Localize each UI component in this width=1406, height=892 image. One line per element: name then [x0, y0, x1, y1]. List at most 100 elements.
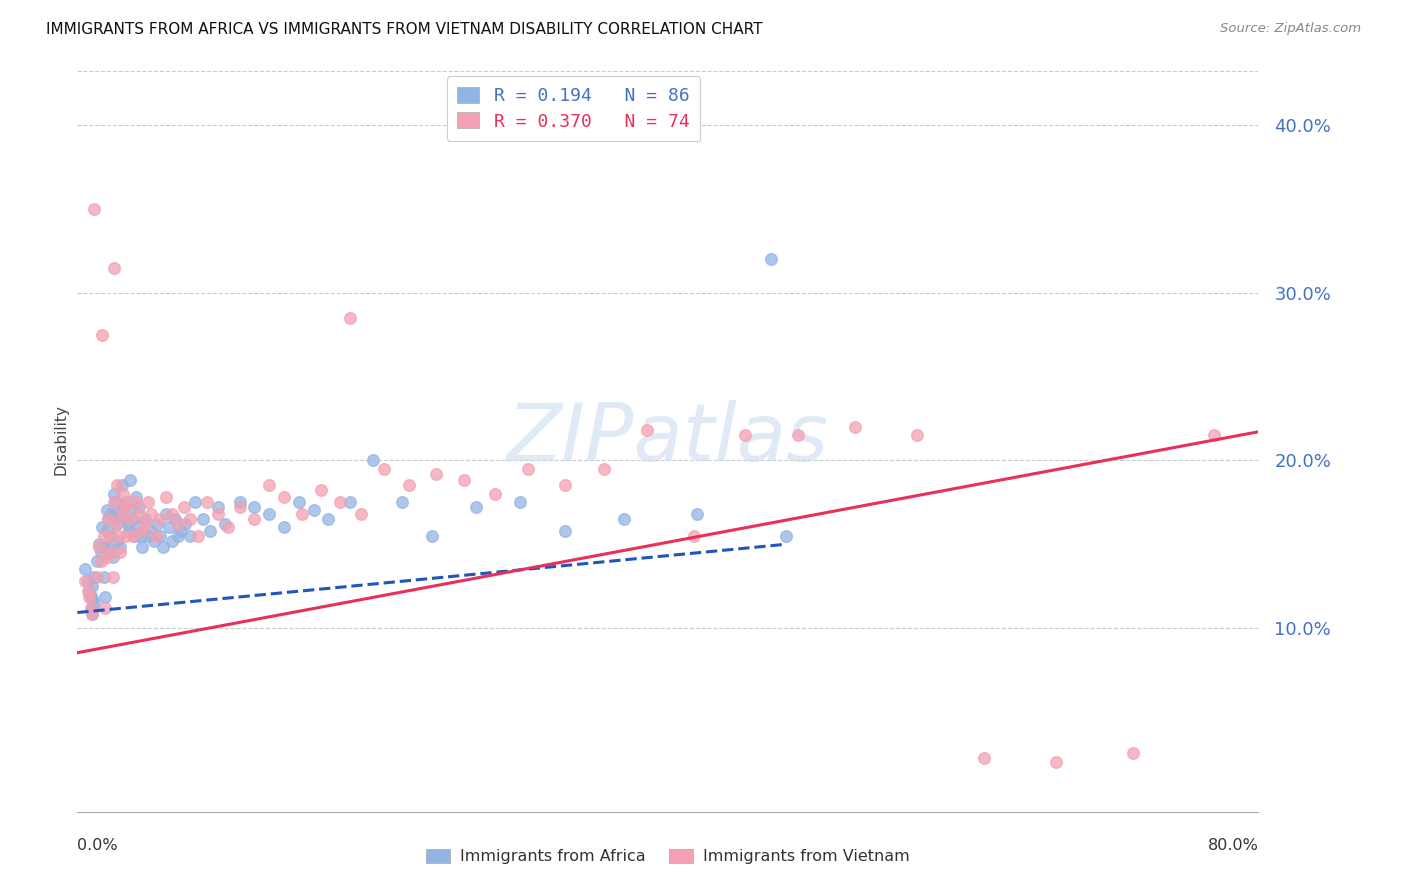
Point	[120, 512, 142, 526]
Point	[107, 528, 129, 542]
Point	[112, 500, 135, 514]
Point	[593, 461, 616, 475]
Point	[973, 751, 995, 765]
Point	[613, 512, 636, 526]
Point	[179, 512, 201, 526]
Point	[82, 607, 104, 622]
Point	[686, 507, 709, 521]
Point	[105, 533, 128, 548]
Point	[124, 528, 146, 542]
Point	[554, 524, 576, 538]
Point	[398, 478, 420, 492]
Text: 80.0%: 80.0%	[1208, 838, 1258, 853]
Point	[309, 483, 332, 498]
Point	[97, 512, 120, 526]
Point	[98, 545, 121, 559]
Point	[1204, 428, 1226, 442]
Point	[79, 600, 101, 615]
Point	[83, 595, 105, 609]
Point	[93, 528, 115, 542]
Point	[112, 486, 135, 500]
Point	[83, 570, 105, 584]
Point	[243, 512, 266, 526]
Point	[134, 516, 156, 531]
Point	[509, 495, 531, 509]
Point	[683, 528, 706, 542]
Point	[302, 503, 325, 517]
Point	[94, 591, 117, 605]
Point	[82, 579, 104, 593]
Point	[82, 592, 104, 607]
Point	[1045, 755, 1067, 769]
Point	[844, 419, 866, 434]
Point	[129, 528, 152, 542]
Point	[100, 545, 122, 559]
Point	[187, 528, 209, 542]
Point	[108, 541, 131, 555]
Point	[425, 467, 447, 481]
Point	[128, 500, 150, 514]
Point	[391, 495, 413, 509]
Point	[100, 528, 122, 542]
Point	[200, 524, 222, 538]
Point	[1122, 746, 1144, 760]
Point	[174, 516, 197, 531]
Point	[122, 528, 145, 542]
Point	[166, 516, 188, 531]
Point	[105, 516, 128, 531]
Point	[318, 512, 340, 526]
Point	[83, 202, 105, 216]
Point	[103, 260, 125, 275]
Point	[420, 528, 443, 542]
Point	[93, 541, 115, 555]
Point	[115, 495, 138, 509]
Point	[179, 528, 201, 542]
Point	[94, 600, 117, 615]
Point	[76, 583, 98, 598]
Point	[118, 524, 141, 538]
Point	[149, 528, 172, 542]
Point	[136, 495, 159, 509]
Point	[90, 554, 112, 568]
Point	[141, 524, 163, 538]
Point	[163, 512, 186, 526]
Point	[134, 512, 156, 526]
Point	[373, 461, 395, 475]
Point	[141, 507, 163, 521]
Point	[160, 533, 183, 548]
Point	[76, 574, 98, 588]
Point	[103, 495, 125, 509]
Point	[184, 495, 207, 509]
Point	[82, 607, 104, 622]
Point	[761, 252, 783, 267]
Text: 0.0%: 0.0%	[77, 838, 118, 853]
Point	[143, 533, 166, 548]
Point	[146, 516, 169, 531]
Text: ZIPatlas: ZIPatlas	[506, 401, 830, 478]
Point	[170, 524, 193, 538]
Point	[361, 453, 384, 467]
Point	[98, 528, 121, 542]
Point	[214, 516, 236, 531]
Point	[339, 310, 361, 325]
Point	[217, 520, 239, 534]
Point	[98, 528, 121, 542]
Point	[131, 524, 153, 538]
Point	[453, 473, 475, 487]
Point	[207, 500, 229, 514]
Point	[554, 478, 576, 492]
Point	[118, 495, 141, 509]
Point	[259, 478, 281, 492]
Point	[104, 495, 127, 509]
Point	[104, 516, 127, 531]
Point	[96, 541, 118, 555]
Point	[97, 512, 120, 526]
Point	[100, 507, 122, 521]
Point	[173, 500, 195, 514]
Point	[107, 507, 129, 521]
Point	[157, 520, 180, 534]
Point	[86, 570, 108, 584]
Point	[73, 574, 96, 588]
Point	[105, 478, 128, 492]
Point	[101, 550, 124, 565]
